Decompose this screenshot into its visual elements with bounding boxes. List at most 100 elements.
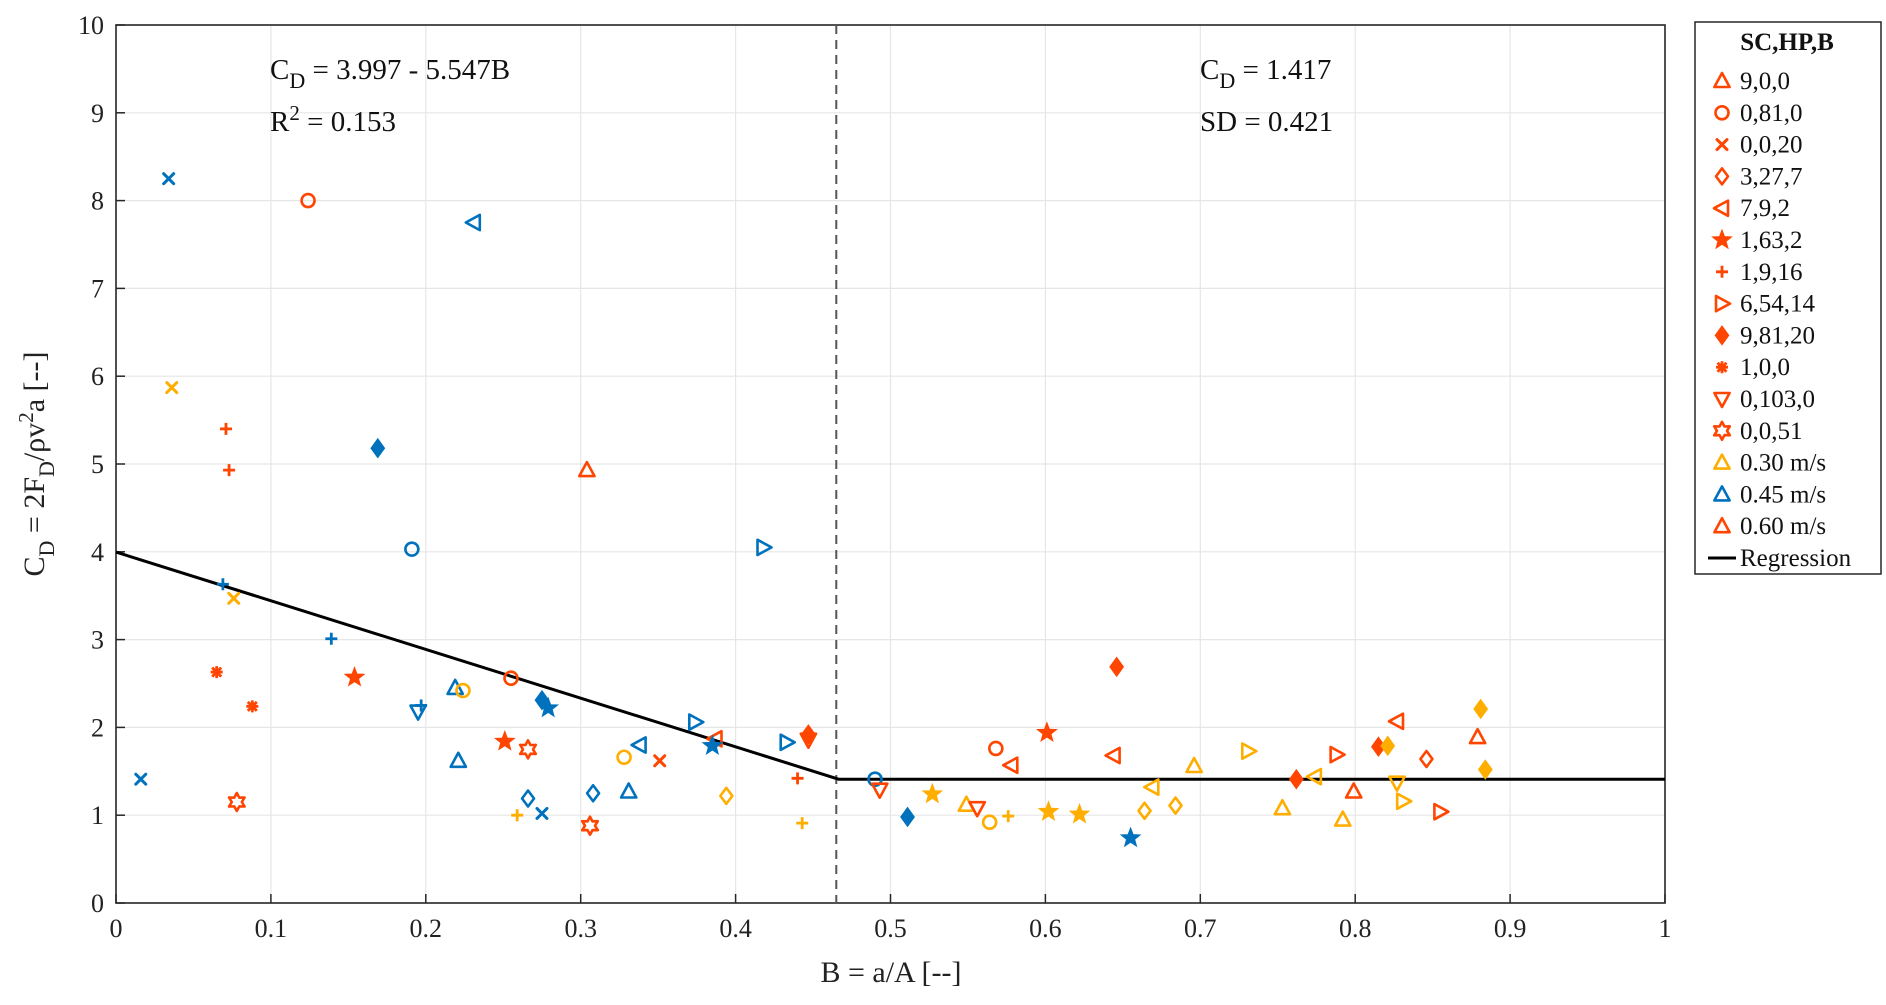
x-tick-label: 0.3 [564, 914, 597, 943]
data-point-triangle-up-blue [449, 751, 468, 769]
data-point-star-blue [537, 696, 560, 718]
x-tick-label: 0.7 [1184, 914, 1217, 943]
legend-marker-circle [1714, 105, 1730, 121]
data-point-circle-yellow [981, 814, 998, 831]
data-point-circle-blue [404, 541, 420, 557]
legend-label: 3,27,7 [1740, 163, 1803, 190]
data-point-circle-red [503, 670, 519, 687]
data-point-plus-blue [325, 632, 338, 645]
y-tick-label: 3 [91, 626, 104, 655]
data-point-triangle-down-yellow [1388, 775, 1406, 793]
data-point-diamond-yellow [719, 786, 734, 806]
data-point-triangle-up-yellow [1185, 756, 1203, 774]
legend-label: Regression [1740, 545, 1852, 572]
data-point-triangle-right-red [1329, 745, 1346, 764]
data-point-hexagram-red [580, 815, 600, 837]
legend-box [1694, 21, 1882, 575]
legend-marker-triangle-up [1713, 453, 1731, 470]
data-point-plus-yellow [1002, 810, 1015, 823]
data-point-diamond-red [1419, 749, 1434, 769]
data-point-star-blue [701, 734, 724, 756]
data-point-asterisk-red [210, 666, 223, 679]
legend-marker-triangle-up [1713, 71, 1731, 89]
legend-marker-hexagram [1712, 420, 1732, 442]
y-tick-label: 9 [91, 99, 104, 128]
data-point-diamond-yellow [1137, 801, 1152, 821]
data-point-star-yellow [1037, 800, 1060, 821]
data-point-plus-yellow [511, 809, 524, 822]
data-point-triangle-left-blue [630, 736, 647, 754]
x-tick-label: 1 [1659, 914, 1672, 943]
data-point-triangle-right-blue [687, 713, 705, 732]
data-point-x-yellow [165, 381, 179, 395]
y-tick-label: 8 [91, 187, 104, 216]
data-point-plus-blue [216, 578, 229, 591]
data-point-diamond-blue [585, 783, 601, 803]
legend-label: 9,0,0 [1740, 68, 1790, 95]
left-r-squared: R2 = 0.153 [270, 101, 396, 138]
data-point-triangle-up-red [1468, 727, 1487, 745]
data-point-triangle-left-red [1104, 746, 1121, 765]
data-point-x-yellow [227, 591, 241, 605]
y-tick-label: 2 [91, 713, 104, 742]
data-point-triangle-up-red [577, 460, 596, 478]
data-point-triangle-left-red [1001, 756, 1019, 775]
data-point-triangle-left-yellow [1143, 778, 1160, 797]
data-point-x-blue [134, 772, 148, 786]
data-point-triangle-up-yellow [1273, 798, 1292, 816]
legend-marker-x [1715, 138, 1729, 152]
legend-marker-diamond-filled [1714, 325, 1730, 346]
data-point-triangle-right-yellow [1241, 742, 1258, 761]
y-tick-label: 0 [91, 889, 104, 918]
legend-marker-star [1711, 228, 1733, 250]
legend-label: 0.45 m/s [1740, 481, 1826, 508]
legend-title: SC,HP,B [1740, 29, 1834, 56]
data-point-diamond-filled-red [1109, 656, 1125, 678]
data-point-star-yellow [1068, 802, 1091, 824]
x-tick-label: 0.2 [410, 914, 443, 943]
data-point-plus-red [791, 772, 804, 785]
legend-label: 0.60 m/s [1740, 513, 1826, 540]
y-axis-ticks: 0 1 2 3 4 5 6 7 8 9 10 [78, 11, 125, 918]
data-point-star-yellow [921, 782, 944, 804]
x-tick-label: 0 [110, 914, 123, 943]
data-point-diamond-filled-yellow [1380, 735, 1396, 757]
legend: SC,HP,B 9,0,0 0,81,0 0,0,20 3,27,7 7,9,2 1,63… [1694, 21, 1882, 575]
right-sd: SD = 0.421 [1200, 106, 1333, 138]
legend-label: 0,0,51 [1740, 418, 1803, 445]
data-point-hexagram-red [227, 791, 246, 813]
x-tick-label: 0.5 [874, 914, 907, 943]
data-point-plus-yellow [796, 817, 809, 830]
legend-label: 1,9,16 [1740, 259, 1803, 286]
x-tick-label: 0.4 [719, 914, 752, 943]
legend-label: 7,9,2 [1740, 195, 1790, 222]
data-point-star-red [1036, 721, 1058, 742]
data-point-diamond-filled-red [1288, 768, 1304, 790]
x-tick-label: 0.1 [255, 914, 288, 943]
data-point-triangle-down-red [799, 732, 818, 750]
data-point-circle-red [300, 192, 316, 209]
legend-marker-asterisk [1716, 361, 1728, 374]
data-point-hexagram-red [518, 739, 538, 760]
grid [116, 25, 1665, 903]
y-tick-label: 6 [91, 362, 104, 391]
data-point-star-red [343, 665, 366, 687]
x-axis-ticks: 0 0.1 0.2 0.3 0.4 0.5 0.6 0.7 0.8 0.9 1 [110, 894, 1672, 943]
data-point-diamond-blue [520, 789, 536, 808]
y-tick-label: 5 [91, 450, 104, 479]
data-point-circle-yellow [616, 749, 632, 766]
legend-label: 0.30 m/s [1740, 450, 1826, 477]
data-point-triangle-up-yellow [1333, 810, 1352, 827]
legend-label: 9,81,20 [1740, 322, 1815, 349]
legend-marker-triangle-up [1713, 485, 1731, 502]
data-point-diamond-filled-blue [370, 437, 386, 459]
legend-label: 6,54,14 [1740, 291, 1816, 318]
legend-label: 0,81,0 [1740, 100, 1803, 127]
data-point-triangle-down-red [968, 800, 987, 818]
legend-marker-plus [1716, 265, 1728, 278]
data-point-triangle-right-yellow [1395, 792, 1413, 811]
y-tick-label: 7 [91, 274, 104, 303]
data-point-plus-red [223, 464, 236, 477]
data-point-diamond-filled-yellow [1477, 759, 1493, 780]
